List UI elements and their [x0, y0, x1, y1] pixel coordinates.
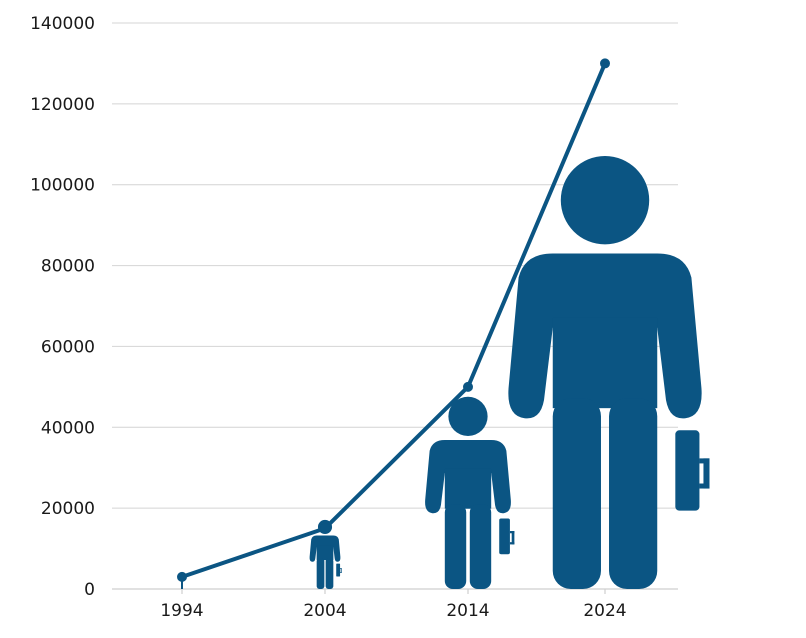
- x-axis-tick-labels: 1994 2004 2014 2024: [160, 589, 627, 621]
- person-with-briefcase-icon: [425, 396, 515, 589]
- y-tick-label: 20000: [41, 499, 95, 519]
- y-tick-label: 120000: [30, 95, 95, 115]
- x-tick-label: 2024: [583, 601, 626, 621]
- data-point: [600, 58, 610, 69]
- y-axis-tick-labels: 0 20000 40000 60000 80000 100000 120000 140000: [30, 14, 95, 600]
- y-tick-label: 0: [84, 580, 95, 600]
- person-with-briefcase-icon: [508, 155, 710, 589]
- x-tick-label: 2014: [446, 601, 489, 621]
- x-tick-label: 2004: [303, 601, 346, 621]
- y-tick-label: 40000: [41, 418, 95, 438]
- person-pictograms: [181, 155, 710, 589]
- data-point: [177, 571, 187, 582]
- gridlines: [112, 22, 678, 590]
- series-line: [180, 61, 607, 579]
- data-point: [463, 381, 473, 392]
- y-tick-label: 100000: [30, 176, 95, 196]
- y-tick-label: 140000: [30, 14, 95, 34]
- x-tick-label: 1994: [160, 601, 203, 621]
- data-point: [320, 523, 330, 534]
- y-tick-label: 80000: [41, 257, 95, 277]
- data-series: [177, 58, 610, 582]
- y-tick-label: 60000: [41, 337, 95, 357]
